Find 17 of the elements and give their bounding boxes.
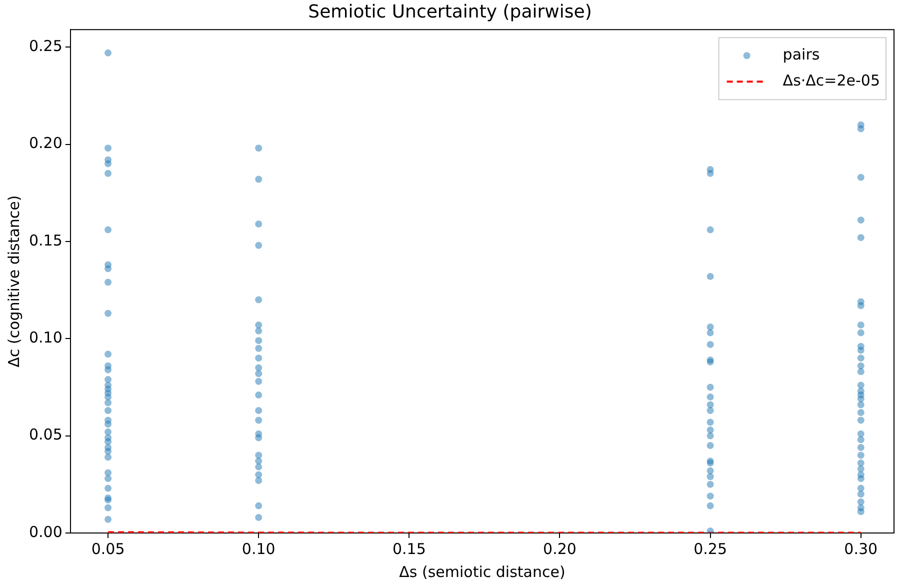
y-tick-label: 0.05 bbox=[28, 426, 62, 444]
legend-label: pairs bbox=[782, 45, 820, 64]
y-tick-label: 0.25 bbox=[28, 36, 62, 55]
y-axis-title: Δc (cognitive distance) bbox=[4, 195, 23, 368]
y-tick-label: 0.15 bbox=[28, 231, 62, 250]
y-tick-label: 0.10 bbox=[28, 328, 62, 347]
x-tick-label: 0.30 bbox=[844, 540, 878, 558]
x-axis-title: Δs (semiotic distance) bbox=[399, 562, 566, 581]
y-tick-label: 0.00 bbox=[28, 522, 62, 541]
x-tick-label: 0.05 bbox=[91, 540, 125, 558]
x-tick-label: 0.15 bbox=[392, 540, 426, 558]
x-tick-label: 0.10 bbox=[242, 540, 276, 558]
y-tick-label: 0.20 bbox=[28, 134, 62, 152]
x-tick-label: 0.25 bbox=[694, 540, 728, 558]
legend-label: Δs·Δc=2e-05 bbox=[782, 71, 880, 90]
x-tick-label: 0.20 bbox=[543, 540, 576, 558]
chart-title: Semiotic Uncertainty (pairwise) bbox=[308, 1, 592, 22]
